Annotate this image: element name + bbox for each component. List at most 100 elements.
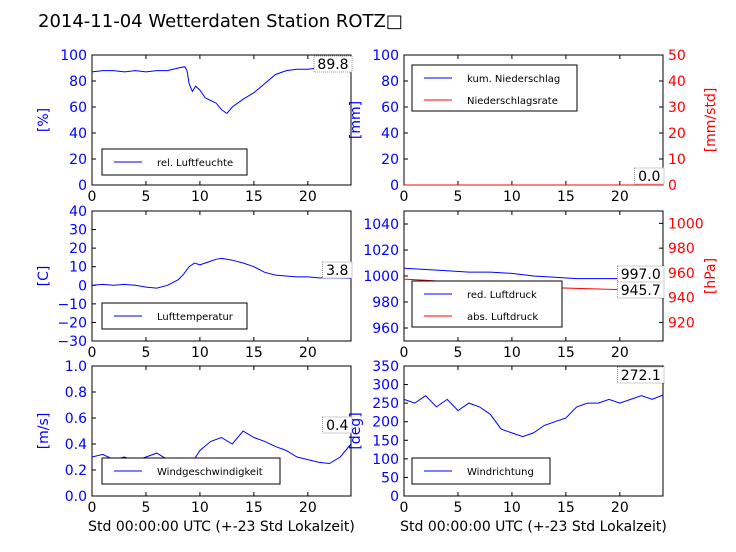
- y-tick-label: 40: [69, 126, 87, 142]
- y-tick-label: 0: [390, 489, 399, 505]
- y-tick-label: 1040: [363, 217, 399, 233]
- x-tick-label: 10: [191, 500, 209, 516]
- x-tick-label: 10: [191, 345, 209, 361]
- legend-label: abs. Luftdruck: [467, 312, 538, 323]
- x-tick-label: 5: [453, 189, 462, 205]
- x-tick-label: 5: [141, 500, 150, 516]
- y-tick-label: 0: [78, 278, 87, 294]
- annotation-box: [322, 416, 353, 434]
- x-axis-label: Std 00:00:00 UTC (+-23 Std Lokalzeit): [400, 519, 667, 535]
- y-tick-label: 80: [69, 74, 87, 90]
- x-tick-label: 0: [400, 500, 409, 516]
- chart-title: 2014-11-04 Wetterdaten Station ROTZ□: [38, 11, 403, 32]
- annotation-box: [634, 167, 665, 185]
- series-line: [91, 66, 351, 115]
- y-tick-label: 40: [69, 204, 87, 220]
- x-tick-label: 15: [557, 189, 575, 205]
- x-tick-label: 20: [299, 500, 317, 516]
- legend-label: rel. Luftfeuchte: [157, 158, 233, 169]
- y-tick-label: 100: [372, 452, 399, 468]
- y2-axis-label: [hPa]: [703, 258, 719, 294]
- legend-label: Windrichtung: [467, 467, 534, 478]
- x-tick-label: 0: [400, 189, 409, 205]
- x-tick-label: 10: [503, 345, 521, 361]
- y-tick-label: 10: [69, 260, 87, 276]
- y2-tick-label: 980: [668, 241, 695, 257]
- x-tick-label: 0: [88, 500, 97, 516]
- series-line: [403, 394, 664, 438]
- y-tick-label: 350: [372, 359, 399, 375]
- y-axis-label: [C]: [36, 266, 52, 287]
- y2-tick-label: 960: [668, 266, 695, 282]
- y-tick-label: 1020: [363, 243, 399, 259]
- x-tick-label: 10: [503, 500, 521, 516]
- legend-label: Lufttemperatur: [157, 312, 234, 323]
- annotation-value: 945.7: [621, 283, 661, 299]
- y2-tick-label: 40: [668, 74, 686, 90]
- y-tick-label: 0.8: [65, 385, 87, 401]
- y-tick-label: 0.6: [65, 411, 87, 427]
- x-tick-label: 5: [141, 345, 150, 361]
- y-tick-label: −20: [57, 315, 87, 331]
- y-tick-label: 20: [381, 152, 399, 168]
- y-tick-label: 980: [372, 295, 399, 311]
- y-axis-label: [%]: [36, 108, 52, 132]
- x-tick-label: 5: [453, 500, 462, 516]
- y-tick-label: 0.2: [65, 463, 87, 479]
- y-tick-label: 20: [69, 241, 87, 257]
- y-tick-label: 960: [372, 321, 399, 337]
- y-tick-label: 50: [381, 470, 399, 486]
- y2-tick-label: 20: [668, 126, 686, 142]
- annotation-box: [322, 261, 353, 279]
- series-line: [91, 257, 352, 289]
- annotation-value: 89.8: [317, 57, 348, 73]
- y-tick-label: 0: [390, 178, 399, 194]
- x-tick-label: 20: [611, 189, 629, 205]
- y-axis-label: [m/s]: [36, 413, 52, 450]
- y-axis-label: [deg]: [348, 412, 364, 449]
- x-tick-label: 15: [245, 189, 263, 205]
- x-tick-label: 15: [557, 345, 575, 361]
- legend-box: [411, 280, 563, 328]
- y-tick-label: 300: [372, 378, 399, 394]
- plot-frame: [403, 365, 664, 497]
- y-tick-label: 60: [69, 100, 87, 116]
- y-tick-label: 0: [78, 178, 87, 194]
- x-tick-label: 5: [453, 345, 462, 361]
- y-tick-label: 40: [381, 126, 399, 142]
- y-tick-label: 1000: [363, 269, 399, 285]
- y2-tick-label: 30: [668, 100, 686, 116]
- y2-tick-label: 0: [668, 178, 677, 194]
- legend-label: red. Luftdruck: [467, 290, 537, 301]
- legend-label: kum. Niederschlag: [467, 74, 560, 85]
- x-tick-label: 0: [88, 345, 97, 361]
- x-tick-label: 20: [299, 345, 317, 361]
- y-tick-label: 30: [69, 223, 87, 239]
- y-tick-label: 60: [381, 100, 399, 116]
- annotation-value: 3.8: [326, 263, 348, 279]
- y-tick-label: 100: [372, 48, 399, 64]
- y2-tick-label: 940: [668, 291, 695, 307]
- y2-tick-label: 10: [668, 152, 686, 168]
- y-tick-label: 20: [69, 152, 87, 168]
- y-tick-label: 0.0: [65, 489, 87, 505]
- y-tick-label: 150: [372, 433, 399, 449]
- annotation-box: [617, 281, 665, 299]
- annotation-value: 0.0: [638, 169, 660, 185]
- x-axis-label: Std 00:00:00 UTC (+-23 Std Lokalzeit): [88, 519, 355, 535]
- x-tick-label: 15: [245, 345, 263, 361]
- legend-label: Niederschlagsrate: [467, 96, 558, 107]
- x-tick-label: 5: [141, 189, 150, 205]
- annotation-value: 272.1: [621, 368, 661, 384]
- x-tick-label: 20: [299, 189, 317, 205]
- y-tick-label: 250: [372, 396, 399, 412]
- annotation-value: 997.0: [621, 267, 661, 283]
- y2-tick-label: 50: [668, 48, 686, 64]
- annotation-box: [313, 55, 353, 73]
- x-tick-label: 10: [503, 189, 521, 205]
- x-tick-label: 0: [88, 189, 97, 205]
- y2-tick-label: 920: [668, 315, 695, 331]
- plot-frame: [91, 54, 352, 186]
- x-tick-label: 10: [191, 189, 209, 205]
